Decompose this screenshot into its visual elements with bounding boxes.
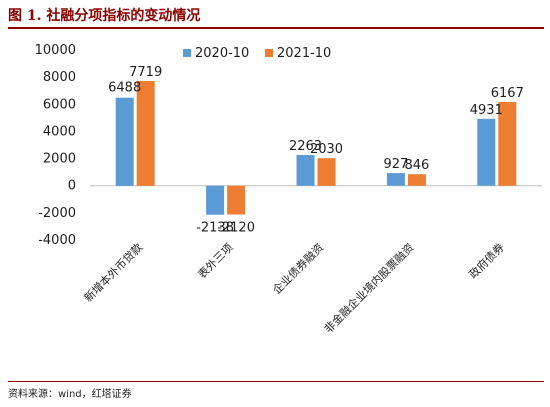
category-label: 非金融企业境内股票融资	[321, 240, 416, 335]
bar-2020-10	[115, 97, 134, 186]
bar-2021-10	[227, 185, 246, 215]
category-label: 企业债券融资	[270, 240, 327, 297]
y-tick-label: 4000	[43, 124, 76, 139]
y-tick-label: -4000	[38, 233, 76, 248]
data-label: 846	[404, 158, 429, 173]
data-label: -2120	[217, 221, 255, 236]
data-label: 6488	[108, 81, 141, 96]
bar-2020-10	[386, 173, 405, 186]
title-rule	[8, 27, 544, 29]
category-label: 新增本外币贷款	[81, 240, 145, 304]
bar-chart: 10000 8000 6000 4000 2000 0 -2000 -4000 2020-10…	[35, 43, 542, 336]
legend-label: 2020-10	[195, 46, 249, 61]
legend-label: 2021-10	[277, 46, 331, 61]
y-tick-label: 0	[68, 179, 76, 194]
data-label: 927	[383, 157, 408, 172]
bar-2020-10	[206, 185, 225, 215]
y-tick-label: 2000	[43, 152, 76, 167]
figure-title: 图 1. 社融分项指标的变动情况	[8, 8, 201, 24]
y-tick-label: 10000	[35, 43, 76, 58]
data-label: 7719	[129, 65, 162, 80]
y-tick-label: 6000	[43, 97, 76, 112]
y-tick-label: 8000	[43, 70, 76, 85]
bar-2020-10	[477, 118, 496, 186]
source-note: 资料来源：wind，红塔证券	[8, 389, 132, 400]
data-label: 2263	[289, 139, 322, 154]
bar-2020-10	[296, 155, 315, 186]
legend: 2020-10 2021-10	[183, 46, 331, 61]
source-rule	[8, 381, 544, 382]
data-label: 6167	[491, 86, 524, 101]
legend-swatch	[183, 49, 191, 57]
bar-2021-10	[407, 174, 426, 186]
data-label: -2138	[196, 221, 234, 236]
category-label: 表外三项	[195, 240, 236, 281]
y-tick-label: -2000	[38, 206, 76, 221]
bars	[115, 81, 517, 215]
bar-2021-10	[136, 81, 155, 186]
data-label: 4931	[470, 103, 503, 118]
bar-2021-10	[317, 158, 336, 186]
y-axis-tick-labels: 10000 8000 6000 4000 2000 0 -2000 -4000	[35, 43, 76, 248]
legend-swatch	[265, 49, 273, 57]
category-label: 政府债券	[466, 240, 507, 281]
data-label: 2030	[310, 142, 343, 157]
bar-2021-10	[498, 102, 517, 186]
